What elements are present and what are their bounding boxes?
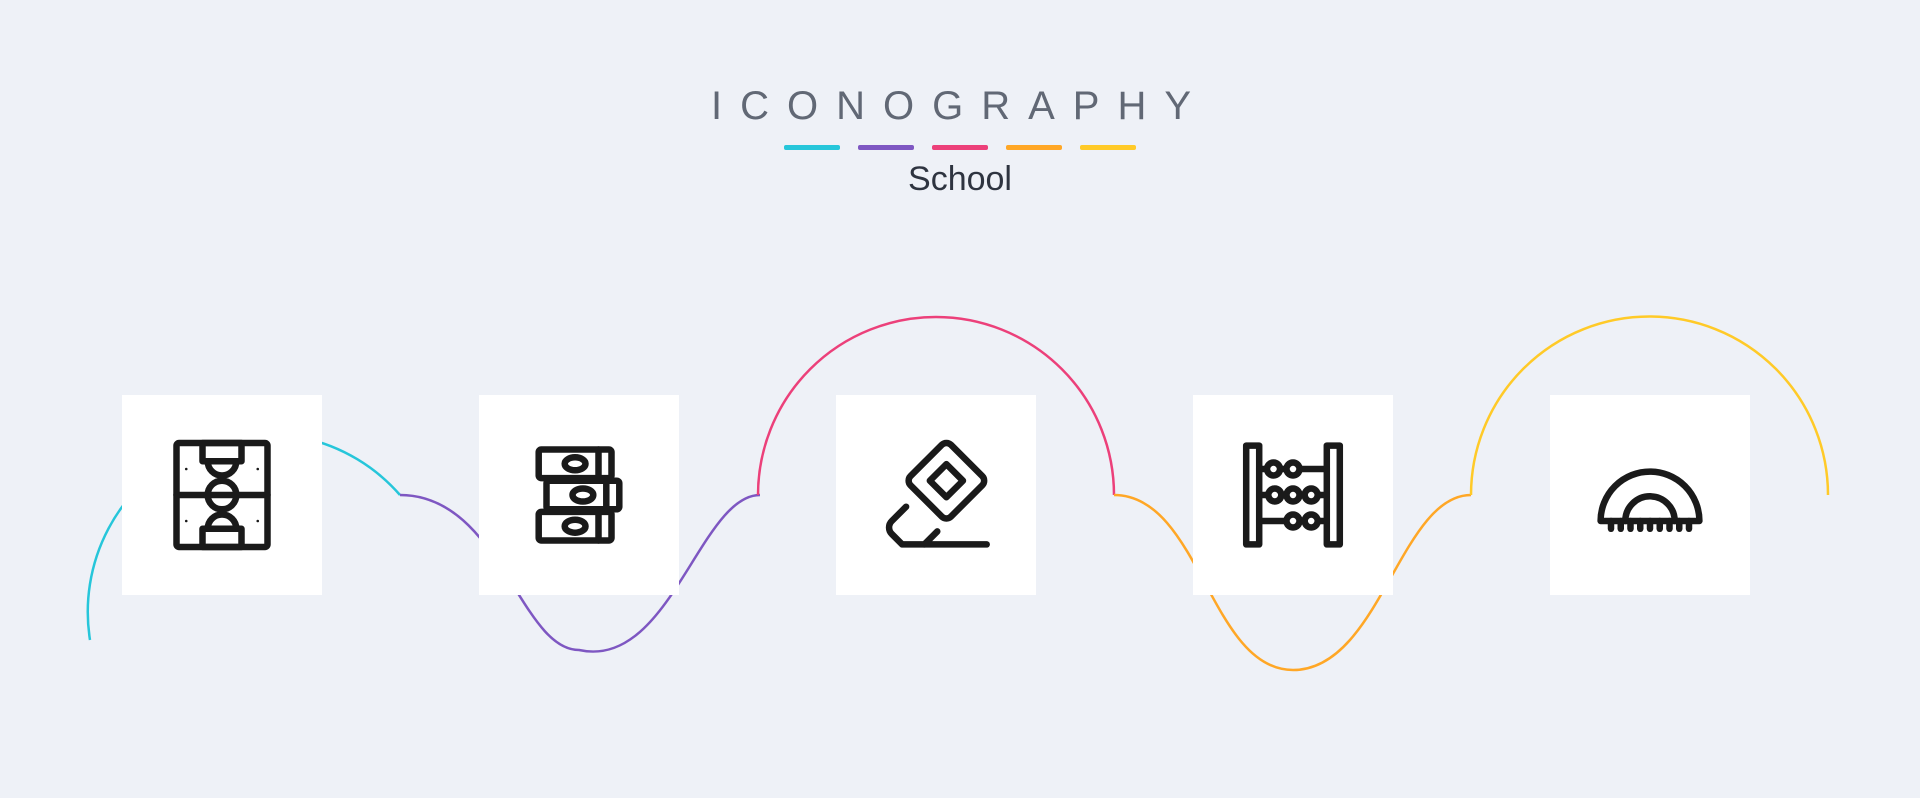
accent-row — [0, 145, 1920, 150]
icon-tile — [1550, 395, 1750, 595]
accent-bar — [1080, 145, 1136, 150]
protractor-icon — [1585, 430, 1715, 560]
brand-title: ICONOGRAPHY — [0, 84, 1920, 129]
icon-tile — [836, 395, 1036, 595]
icon-tile — [1193, 395, 1393, 595]
accent-bar — [932, 145, 988, 150]
icon-tile — [479, 395, 679, 595]
accent-bar — [1006, 145, 1062, 150]
archive-files-icon — [514, 430, 644, 560]
accent-bar — [858, 145, 914, 150]
header: ICONOGRAPHY School — [0, 84, 1920, 199]
accent-bar — [784, 145, 840, 150]
soccer-field-icon — [157, 430, 287, 560]
set-subtitle: School — [0, 160, 1920, 199]
icon-tile — [122, 395, 322, 595]
eraser-icon — [871, 430, 1001, 560]
abacus-icon — [1228, 430, 1358, 560]
